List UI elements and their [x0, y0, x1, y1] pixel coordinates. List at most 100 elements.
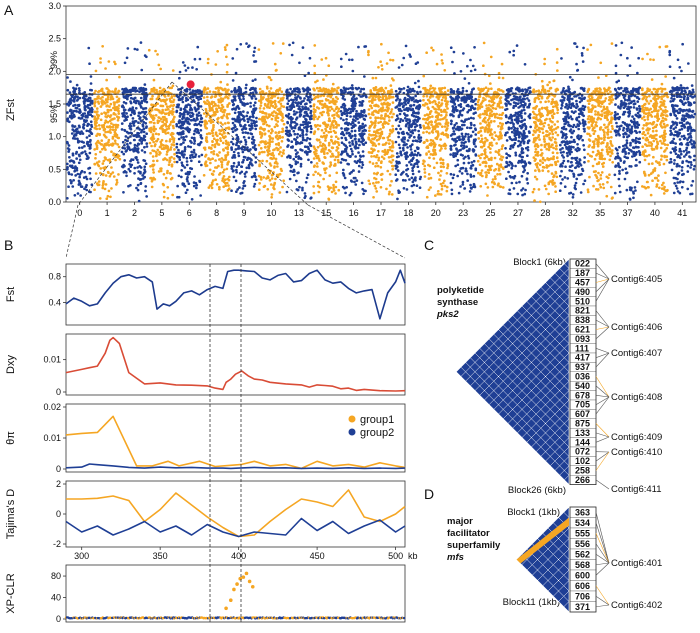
panel-d-gene-line-1: major [447, 516, 473, 527]
panel-c-letter: C [424, 237, 434, 253]
ytick-label: 40 [51, 593, 61, 603]
snp-contig-link [596, 596, 609, 605]
snp-id-371: 371 [575, 602, 590, 612]
xpclr-peak-point [251, 585, 255, 589]
snp-id-555: 555 [575, 528, 590, 538]
track-frame [66, 334, 405, 395]
highlighted-locus [187, 80, 195, 88]
ytick-label: 0 [56, 509, 61, 519]
snp-id-568: 568 [575, 560, 590, 570]
snp-contig-link [596, 563, 609, 575]
chromosome-label-41: 41 [677, 208, 687, 218]
track-frame [66, 481, 405, 547]
contig-label-0: Contig6:401 [611, 558, 662, 569]
ytick-label: -2 [53, 539, 61, 549]
b-xtick-label-350: 350 [153, 551, 168, 561]
panel-d-gene-line-2: facilitator [447, 528, 490, 539]
panel-a-yaxis: 0.00.51.01.52.02.53.0 [48, 1, 66, 207]
chromosome-label-8: 8 [214, 208, 219, 218]
panel-c-gene-line-1: polyketide [437, 285, 484, 296]
ytick-label: 0 [56, 387, 61, 397]
track-ylabel: XP-CLR [5, 573, 17, 613]
manhattan-plot [66, 6, 696, 202]
chromosome-label-0: 0 [77, 208, 82, 218]
snp-contig-link [596, 605, 609, 607]
contig-label-5: Contig6:410 [611, 447, 662, 458]
chromosome-label-28: 28 [540, 208, 550, 218]
track-ylabel: Fst [5, 287, 17, 302]
panel-c-gene-line-2: synthase [437, 297, 478, 308]
chromosome-label-32: 32 [568, 208, 578, 218]
ytick-label: 0.01 [43, 433, 61, 443]
chromosome-label-17: 17 [376, 208, 386, 218]
snp-contig-link [596, 377, 609, 398]
ytick-label: 0.01 [43, 355, 61, 365]
zoom-guide-a-left [66, 205, 78, 258]
track-3: Tajima's D-202 [5, 479, 405, 549]
contig-label-2: Contig6:407 [611, 348, 662, 359]
chromosome-label-40: 40 [650, 208, 660, 218]
contig-label-3: Contig6:408 [611, 392, 662, 403]
legend-group2-label: group2 [360, 427, 394, 439]
a-ytick-label-5: 2.5 [48, 34, 61, 44]
snp-contig-link [596, 264, 609, 279]
snp-contig-link [596, 397, 609, 405]
chromosome-label-5: 5 [159, 208, 164, 218]
snp-id-562: 562 [575, 549, 590, 559]
chromosome-label-10: 10 [266, 208, 276, 218]
ytick-label: 80 [51, 571, 61, 581]
xpclr-peak-point [245, 572, 249, 576]
a-ytick-label-1: 0.5 [48, 164, 61, 174]
panel-d-gene-line-3: superfamily [447, 540, 501, 551]
snp-contig-link [596, 452, 609, 461]
b-xtick-label-400: 400 [231, 551, 246, 561]
panel-b-xunit: kb [408, 551, 418, 561]
track-frame [66, 404, 405, 472]
legend-group1-label: group1 [360, 414, 394, 426]
snp-contig-link [596, 523, 609, 563]
snp-contig-link [596, 273, 609, 279]
ytick-label: 2 [56, 479, 61, 489]
panel-c-block-bottom: Block26 (6kb) [508, 485, 566, 496]
threshold-95-label: 95% [49, 105, 59, 123]
chromosome-label-16: 16 [349, 208, 359, 218]
snp-contig-link [596, 586, 609, 605]
threshold-99-label: 99% [49, 51, 59, 69]
xpclr-peak-point [235, 582, 239, 586]
snp-id-363: 363 [575, 507, 590, 517]
contig-label-1: Contig6:406 [611, 322, 662, 333]
track-ylabel: θπ [5, 431, 17, 445]
xpclr-peak-point [224, 606, 228, 610]
panel-c-ld-heatmap: 0221874574905108218386210931114179370365… [456, 259, 662, 495]
legend-group2-marker [349, 429, 356, 436]
panel-c-gene-symbol: pks2 [436, 309, 459, 320]
chromosome-label-2: 2 [132, 208, 137, 218]
b-xtick-label-300: 300 [74, 551, 89, 561]
panel-a-letter: A [4, 2, 14, 18]
ytick-label: 0.4 [48, 298, 61, 308]
snp-contig-link [596, 437, 609, 442]
snp-id-706: 706 [575, 591, 590, 601]
chromosome-label-27: 27 [513, 208, 523, 218]
ytick-label: 0 [56, 614, 61, 624]
contig-label-4: Contig6:409 [611, 432, 662, 443]
contig-label-1: Contig6:402 [611, 600, 662, 611]
chromosome-label-13: 13 [294, 208, 304, 218]
a-ytick-label-2: 1.0 [48, 132, 61, 142]
xpclr-point [403, 617, 405, 619]
snp-contig-link [596, 480, 609, 489]
snp-contig-link [596, 452, 609, 471]
panel-a-ylabel: ZFst [5, 99, 17, 121]
chromosome-label-9: 9 [242, 208, 247, 218]
legend-group1-marker [349, 416, 356, 423]
panel-b-letter: B [4, 237, 13, 253]
chromosome-label-25: 25 [486, 208, 496, 218]
xpclr-peak-point [229, 598, 233, 602]
